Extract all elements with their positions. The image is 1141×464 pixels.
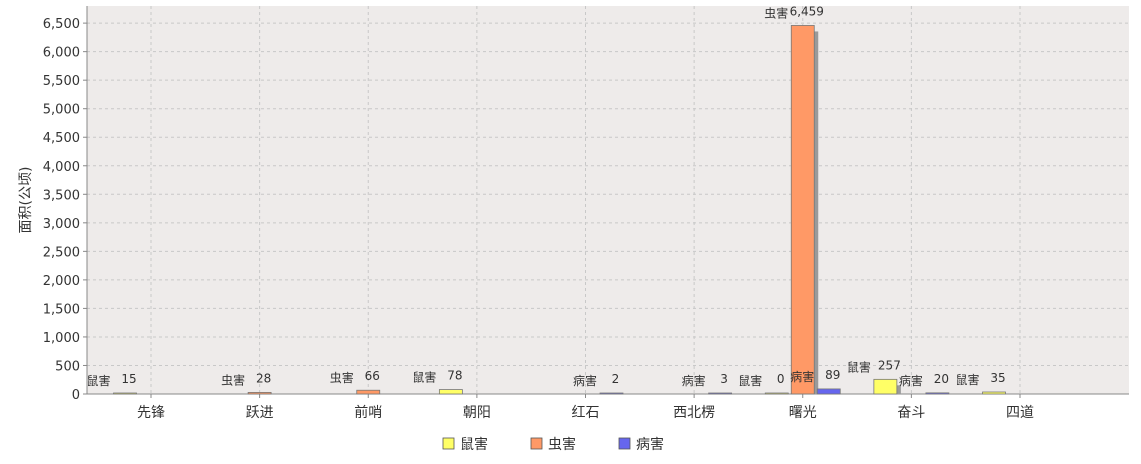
bar <box>925 392 950 395</box>
bar-series-label: 鼠害 <box>86 373 110 388</box>
bar <box>438 389 463 395</box>
y-axis: 0 500 1,000 1,500 2,000 2,500 3,000 3,500 4,000 4… <box>43 6 88 403</box>
x-tick-label: 朝阳 <box>463 405 491 421</box>
x-tick-label: 四道 <box>1006 405 1034 421</box>
legend-label: 虫害 <box>548 437 576 453</box>
bar-series-label: 病害 <box>790 369 814 384</box>
y-tick-label: 2,500 <box>43 245 80 260</box>
legend-swatch <box>442 437 455 450</box>
bar-series-label: 病害 <box>899 373 923 388</box>
bar-value-label: 2 <box>612 372 620 386</box>
y-tick-label: 3,500 <box>43 188 80 203</box>
plot-background <box>87 6 1129 394</box>
bar-series-label: 病害 <box>682 373 706 388</box>
legend: 鼠害 虫害 病害 <box>442 437 664 453</box>
x-tick-label: 红石 <box>572 405 600 421</box>
x-tick-label: 奋斗 <box>897 405 925 421</box>
x-tick-label: 前哨 <box>354 404 382 421</box>
bar-series-label: 虫害 <box>330 370 354 385</box>
bar-value-label: 20 <box>934 372 949 386</box>
bar-value-label: 89 <box>825 368 840 382</box>
bar-value-label: 0 <box>777 372 785 386</box>
bar-value-label: 3 <box>720 372 728 386</box>
x-tick-label: 跃进 <box>246 405 274 421</box>
bar-series-label: 虫害 <box>764 5 788 20</box>
y-tick-label: 500 <box>55 359 80 374</box>
y-axis-title: 面积(公顷) <box>18 167 34 234</box>
legend-label: 病害 <box>636 437 664 453</box>
bar <box>113 392 137 395</box>
bar <box>764 392 789 395</box>
bar <box>816 388 841 395</box>
bar-series-label: 鼠害 <box>738 373 762 388</box>
bar-series-label: 鼠害 <box>847 359 871 374</box>
bar-value-label: 35 <box>990 371 1005 385</box>
bar <box>873 378 898 395</box>
bar-series-label: 病害 <box>573 373 597 388</box>
bars <box>113 25 1006 395</box>
bar-value-label: 78 <box>447 369 462 383</box>
bar <box>982 391 1006 395</box>
legend-label: 鼠害 <box>460 437 488 453</box>
bar <box>708 392 733 395</box>
y-tick-label: 2,000 <box>43 274 80 289</box>
bar-value-label: 6,459 <box>790 4 824 18</box>
y-tick-label: 5,000 <box>43 103 80 118</box>
bar <box>790 25 815 395</box>
legend-swatch <box>530 437 543 450</box>
bar-value-label: 15 <box>121 372 136 386</box>
bar <box>599 392 624 395</box>
y-tick-label: 1,500 <box>43 302 80 317</box>
bar-value-label: 28 <box>256 371 271 385</box>
legend-swatch <box>618 437 631 450</box>
bar <box>356 389 381 395</box>
y-tick-label: 4,500 <box>43 131 80 146</box>
y-tick-label: 1,000 <box>43 331 80 346</box>
x-tick-label: 先锋 <box>137 405 165 421</box>
y-tick-label: 6,500 <box>43 17 80 32</box>
bar-value-label: 257 <box>878 358 901 372</box>
y-tick-label: 0 <box>72 388 80 403</box>
y-tick-label: 4,000 <box>43 160 80 175</box>
x-tick-label: 曙光 <box>789 405 817 421</box>
bar-value-label: 66 <box>365 369 380 383</box>
bar <box>247 392 272 395</box>
bar-series-label: 鼠害 <box>412 370 436 385</box>
bar-series-label: 虫害 <box>221 372 245 387</box>
x-tick-label: 西北楞 <box>673 405 715 421</box>
bar-series-label: 鼠害 <box>955 372 979 387</box>
y-tick-label: 3,000 <box>43 217 80 232</box>
y-tick-label: 6,000 <box>43 46 80 61</box>
x-axis: 先锋 跃进 前哨 朝阳 红石 西北楞 曙光 奋斗 四道 <box>87 393 1129 421</box>
y-tick-label: 5,500 <box>43 74 80 89</box>
